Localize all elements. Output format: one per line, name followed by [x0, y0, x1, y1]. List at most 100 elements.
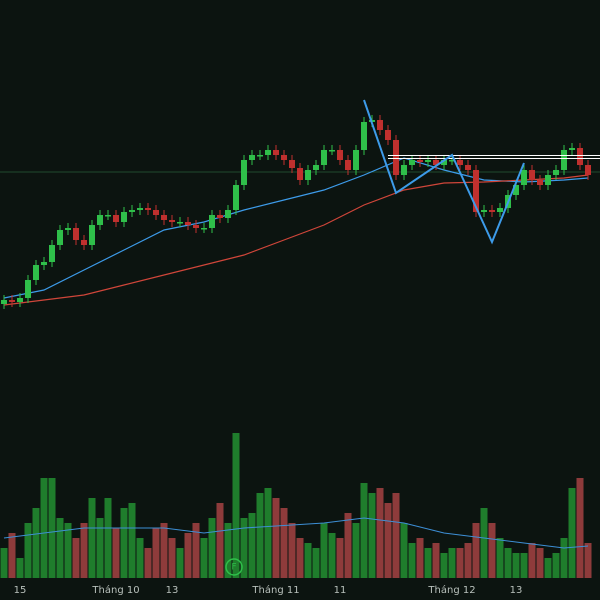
- candle-body: [1, 300, 7, 304]
- candle-body: [569, 148, 575, 150]
- volume-bar: [480, 508, 488, 578]
- volume-bar: [240, 518, 248, 578]
- candle-body: [289, 160, 295, 168]
- candle-body: [441, 160, 447, 165]
- candle-body: [17, 298, 23, 302]
- volume-bar: [504, 548, 512, 578]
- volume-bar: [88, 498, 96, 578]
- candle-body: [73, 228, 79, 240]
- volume-bar: [72, 538, 80, 578]
- candle-body: [297, 168, 303, 180]
- volume-bar: [248, 513, 256, 578]
- candle-body: [57, 230, 63, 245]
- volume-bar: [56, 518, 64, 578]
- volume-bar: [576, 478, 584, 578]
- volume-bar: [200, 538, 208, 578]
- volume-bar: [24, 523, 32, 578]
- candle-body: [345, 160, 351, 170]
- volume-bar: [488, 523, 496, 578]
- volume-bar: [296, 538, 304, 578]
- candle-body: [169, 220, 175, 222]
- event-marker[interactable]: [225, 558, 243, 576]
- volume-bar: [520, 553, 528, 578]
- candle-body: [185, 222, 191, 225]
- candle-body: [513, 185, 519, 195]
- candle-body: [337, 150, 343, 160]
- pattern-line: [363, 99, 525, 245]
- candle-body: [457, 160, 463, 165]
- volume-bar: [400, 523, 408, 578]
- candle-body: [161, 215, 167, 220]
- volume-bar: [16, 558, 24, 578]
- x-tick-label: Tháng 11: [251, 584, 299, 596]
- candle-body: [233, 185, 239, 210]
- candle-body: [121, 212, 127, 222]
- volume-bar: [176, 548, 184, 578]
- candle-body: [433, 160, 439, 165]
- volume-bar: [336, 538, 344, 578]
- candle-body: [281, 155, 287, 160]
- volume-bar: [208, 518, 216, 578]
- candle-body: [201, 228, 207, 230]
- candle-body: [217, 215, 223, 218]
- volume-bar: [120, 508, 128, 578]
- candle-body: [265, 150, 271, 155]
- volume-bar: [8, 533, 16, 578]
- volume-average: [3, 517, 589, 549]
- volume-bar: [160, 523, 168, 578]
- volume-bar: [312, 548, 320, 578]
- volume-bar: [536, 548, 544, 578]
- volume-bar: [416, 538, 424, 578]
- candle-body: [137, 208, 143, 210]
- candle-body: [41, 262, 47, 265]
- candle-body: [473, 170, 479, 212]
- candle-body: [353, 150, 359, 170]
- x-tick-label: 13: [166, 585, 179, 596]
- volume-bar: [496, 538, 504, 578]
- candle-body: [561, 150, 567, 170]
- candle-body: [257, 155, 263, 157]
- x-tick-label: 13: [510, 585, 523, 596]
- volume-bar: [136, 538, 144, 578]
- volume-bar: [440, 553, 448, 578]
- candle-body: [273, 150, 279, 155]
- volume-bar: [112, 528, 120, 578]
- candle-body: [449, 160, 455, 162]
- x-tick-label: 15: [14, 585, 27, 596]
- candle-body: [385, 130, 391, 140]
- volume-bar: [224, 523, 232, 578]
- candle-body: [97, 215, 103, 225]
- candle-body: [9, 300, 15, 302]
- volume-bar: [32, 508, 40, 578]
- volume-bar: [328, 533, 336, 578]
- volume-bar: [64, 523, 72, 578]
- candle-body: [497, 208, 503, 212]
- candle-body: [577, 148, 583, 165]
- candle-body: [89, 225, 95, 245]
- volume-bar: [80, 523, 88, 578]
- candle-body: [153, 210, 159, 215]
- candle-body: [65, 228, 71, 230]
- volume-bar: [544, 558, 552, 578]
- event-marker-label: F: [231, 563, 236, 573]
- volume-bar: [104, 498, 112, 578]
- candle-body: [401, 165, 407, 175]
- candle-body: [481, 210, 487, 212]
- volume-bar: [192, 523, 200, 578]
- candle-body: [241, 160, 247, 185]
- volume-bar: [216, 503, 224, 578]
- candle-body: [49, 245, 55, 262]
- volume-bar: [168, 538, 176, 578]
- candle-body: [465, 165, 471, 170]
- volume-bar: [376, 488, 384, 578]
- volume-bar: [280, 508, 288, 578]
- volume-bar: [96, 518, 104, 578]
- candle-body: [585, 165, 591, 175]
- candle-body: [529, 170, 535, 180]
- candle-body: [177, 222, 183, 224]
- volume-bar: [408, 543, 416, 578]
- volume-bar: [384, 503, 392, 578]
- candle-body: [145, 208, 151, 210]
- volume-bar: [584, 543, 592, 578]
